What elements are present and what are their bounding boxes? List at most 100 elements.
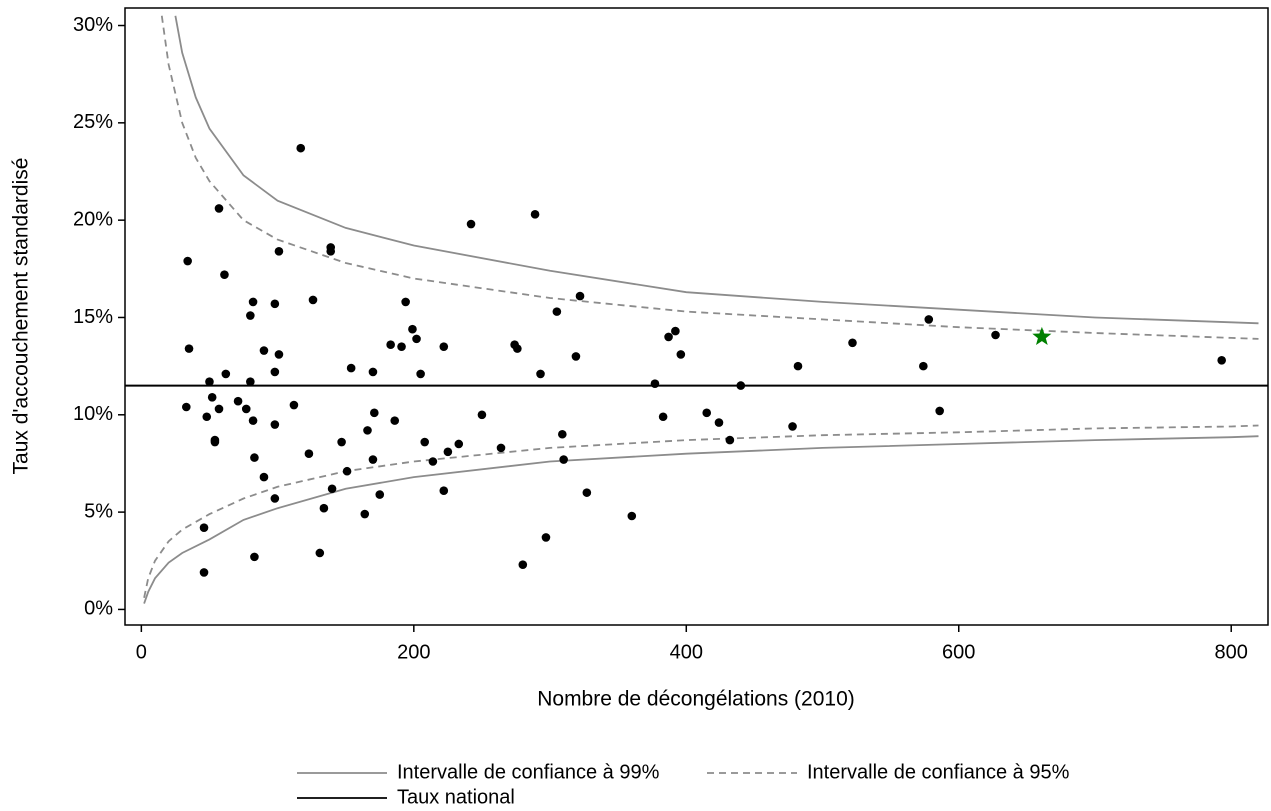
data-point — [289, 400, 299, 410]
x-tick-label: 200 — [397, 641, 430, 663]
data-point — [671, 326, 680, 336]
data-point — [793, 361, 803, 371]
data-point — [199, 568, 209, 577]
data-point — [246, 311, 255, 320]
confidence-limit — [160, 15, 1259, 340]
data-point — [270, 367, 280, 377]
data-point — [250, 453, 259, 462]
data-point — [327, 484, 337, 494]
data-point — [241, 404, 251, 414]
data-point — [205, 377, 214, 387]
data-point — [199, 523, 209, 532]
y-tick-label: 20% — [73, 208, 113, 230]
data-point — [582, 488, 592, 497]
data-point — [541, 533, 551, 542]
y-tick-label: 0% — [84, 598, 113, 620]
data-point — [270, 494, 280, 503]
data-point — [274, 246, 284, 256]
data-point — [214, 404, 224, 414]
data-point — [676, 350, 686, 359]
data-point — [919, 361, 928, 371]
data-point — [428, 457, 438, 466]
data-point — [518, 560, 528, 569]
confidence-limit — [174, 15, 1259, 325]
data-point — [210, 437, 220, 447]
data-point — [496, 443, 506, 453]
data-point — [202, 412, 212, 422]
data-point — [454, 439, 464, 449]
data-point — [233, 396, 243, 406]
y-tick-label: 30% — [73, 14, 113, 36]
data-point — [991, 330, 1000, 340]
data-point — [274, 350, 284, 359]
data-point — [650, 379, 660, 388]
highlight-star — [1032, 326, 1052, 345]
data-point — [346, 363, 356, 373]
data-point — [408, 324, 417, 334]
data-point — [386, 340, 395, 350]
data-point — [214, 204, 224, 213]
data-point — [326, 246, 336, 256]
legend-label: Intervalle de confiance à 95% — [807, 761, 1070, 783]
data-point — [370, 408, 379, 418]
data-point — [182, 402, 191, 412]
data-point — [552, 307, 562, 316]
data-point — [416, 369, 425, 379]
y-tick-label: 5% — [84, 500, 113, 522]
data-point — [559, 455, 568, 464]
y-tick-label: 10% — [73, 403, 113, 425]
x-tick-label: 600 — [942, 641, 975, 663]
x-tick-label: 800 — [1215, 641, 1248, 663]
data-point — [658, 412, 668, 422]
plot-area — [143, 15, 1259, 604]
y-tick-label: 25% — [73, 111, 113, 133]
data-point — [412, 334, 421, 344]
data-point — [207, 392, 217, 402]
data-point — [536, 369, 545, 379]
data-point — [439, 342, 449, 351]
x-tick-label: 0 — [136, 641, 147, 663]
data-point — [714, 418, 724, 427]
data-point — [788, 422, 797, 431]
data-point — [296, 143, 306, 153]
data-point — [571, 352, 581, 361]
data-point — [558, 429, 567, 439]
data-point — [466, 219, 476, 229]
legend-label: Intervalle de confiance à 99% — [397, 761, 660, 783]
data-point — [183, 256, 192, 266]
data-point — [1217, 355, 1226, 365]
data-point — [443, 447, 453, 457]
data-point — [360, 509, 370, 519]
data-point — [530, 210, 540, 219]
data-point — [439, 486, 449, 496]
data-point — [935, 406, 944, 416]
plot-frame — [124, 7, 1269, 626]
data-point — [248, 297, 258, 307]
x-axis-title: Nombre de décongélations (2010) — [537, 688, 855, 711]
data-point — [390, 416, 400, 425]
data-point — [221, 369, 231, 379]
data-point — [664, 332, 673, 342]
x-tick-label: 400 — [670, 641, 703, 663]
data-point — [375, 490, 385, 499]
data-point — [315, 548, 325, 558]
data-point — [259, 472, 269, 482]
data-point — [248, 416, 258, 425]
data-point — [848, 338, 857, 348]
data-point — [924, 315, 934, 324]
data-point — [184, 344, 194, 353]
data-point — [513, 344, 522, 353]
data-point — [575, 291, 585, 301]
confidence-limit — [143, 435, 1259, 604]
data-point — [308, 295, 318, 305]
data-point — [368, 455, 378, 464]
y-tick-label: 15% — [73, 306, 113, 328]
data-point — [304, 449, 314, 459]
legend-label: Taux national — [397, 786, 515, 808]
data-point — [401, 297, 410, 307]
data-point — [368, 367, 378, 377]
data-point — [270, 420, 280, 429]
data-point — [477, 410, 487, 420]
data-point — [337, 437, 346, 447]
